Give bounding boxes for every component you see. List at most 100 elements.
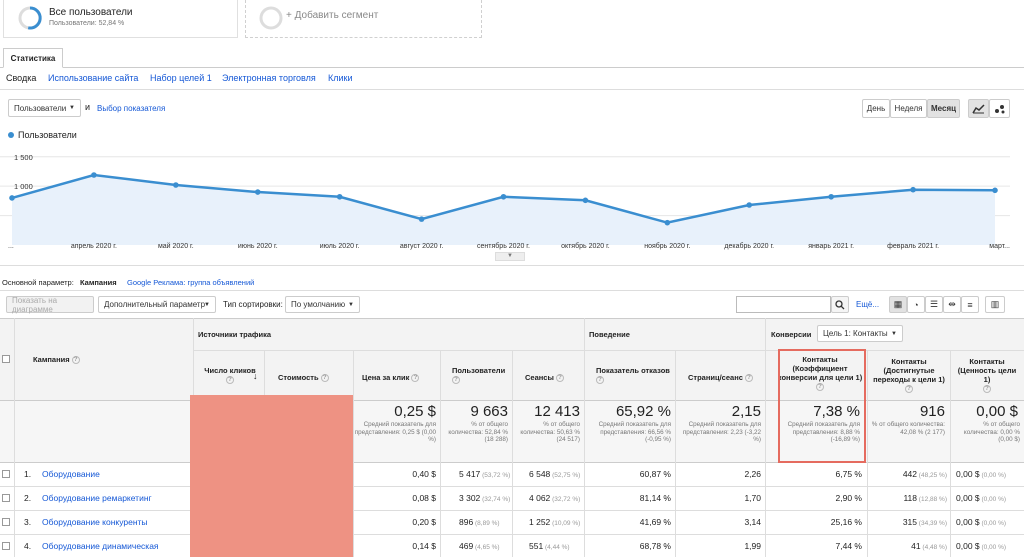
campaign-link[interactable]: Оборудование конкуренты (42, 517, 148, 527)
data-point[interactable] (910, 186, 916, 193)
subtab-goal-set[interactable]: Набор целей 1 (150, 73, 212, 83)
line-chart-button[interactable] (968, 99, 989, 118)
pie-view-button[interactable]: ◔ (907, 296, 925, 313)
campaign-link[interactable]: Оборудование динамическая (42, 541, 159, 551)
col-campaign[interactable]: Кампания ? (33, 355, 80, 365)
help-icon[interactable]: ? (983, 385, 991, 394)
term-cloud-button[interactable]: ≡ (961, 296, 979, 313)
chevron-down-icon: ▼ (204, 301, 210, 308)
col-cost[interactable]: Стоимость ? (278, 373, 329, 383)
show-on-chart-button[interactable]: Показать на диаграмме (6, 296, 94, 314)
period-week-label: Неделя (894, 104, 923, 113)
col-cpc[interactable]: Цена за клик ? (362, 373, 420, 383)
secondary-dimension-label: Дополнительный параметр (104, 300, 206, 309)
total-users: 9 663 (470, 403, 508, 420)
campaign-link[interactable]: Оборудование (42, 469, 100, 479)
data-point[interactable] (418, 216, 425, 222)
table-search-input[interactable] (736, 296, 831, 313)
tab-statistics[interactable]: Статистика (3, 48, 63, 68)
data-point[interactable] (336, 193, 343, 200)
cell-goal-value: 0,00 $ (0,00 %) (956, 517, 1006, 527)
primary-dimension-alt[interactable]: Google Реклама: группа объявлений (127, 278, 255, 287)
col-conversion-rate[interactable]: Контакты (Коэффициент конверсии для цели… (777, 355, 863, 392)
cell-users-percent: (4,65 %) (473, 544, 500, 551)
cell-conversion-rate: 7,44 % (835, 541, 862, 551)
col-sessions[interactable]: Сеансы ? (525, 373, 564, 383)
cell-users-percent: (32,74 %) (480, 496, 511, 503)
col-cost-label: Стоимость (278, 373, 319, 382)
cell-pages: 2,26 (744, 469, 761, 479)
help-icon[interactable]: ? (555, 374, 564, 383)
data-point[interactable] (582, 197, 589, 204)
data-point[interactable] (9, 195, 15, 201)
col-users[interactable]: Пользователи? (452, 366, 505, 385)
col-pages[interactable]: Страниц/сеанс ? (688, 373, 753, 383)
help-icon[interactable]: ? (905, 385, 913, 394)
help-icon[interactable]: ? (596, 376, 604, 385)
goal-select[interactable]: Цель 1: Контакты ▼ (817, 325, 903, 342)
help-icon[interactable]: ? (226, 376, 234, 385)
col-clicks[interactable]: Число кликов? (198, 366, 262, 385)
col-bounce[interactable]: Показатель отказов? (596, 366, 670, 385)
cell-pages: 1,70 (744, 493, 761, 503)
col-campaign-label: Кампания (33, 355, 70, 364)
pie-icon: ◔ (913, 299, 919, 310)
chart-resize-handle[interactable]: ▼ (495, 252, 525, 261)
choose-metric-link[interactable]: Выбор показателя (97, 104, 166, 113)
more-link[interactable]: Ещё... (856, 300, 880, 309)
chart-legend: Пользователи (8, 130, 77, 140)
help-icon[interactable]: ? (71, 356, 80, 365)
help-icon[interactable]: ? (452, 376, 460, 385)
data-point[interactable] (746, 202, 753, 208)
help-icon[interactable]: ? (816, 383, 824, 392)
secondary-dimension-select[interactable]: Дополнительный параметр ▼ (98, 296, 216, 313)
sort-desc-icon[interactable]: ↓ (253, 371, 258, 381)
select-all-checkbox[interactable] (2, 355, 10, 363)
segment-all-users[interactable]: Все пользователи Пользователи: 52,84 % (3, 0, 238, 38)
period-day-button[interactable]: День (862, 99, 890, 118)
data-point[interactable] (992, 187, 998, 194)
data-point[interactable] (500, 193, 507, 200)
chevron-down-icon: ▼ (348, 301, 354, 308)
cell-goal-value-percent: (0,00 %) (979, 520, 1007, 527)
data-point[interactable] (254, 189, 261, 195)
help-icon[interactable]: ? (320, 374, 329, 383)
group-traffic: Источники трафика (198, 330, 271, 339)
pivot-view-button[interactable]: ▥ (985, 296, 1005, 313)
cell-sessions-percent: (4,44 %) (543, 544, 570, 551)
col-cpc-label: Цена за клик (362, 373, 410, 382)
subtab-site-usage[interactable]: Использование сайта (48, 73, 139, 83)
row-checkbox[interactable] (2, 542, 10, 550)
compare-view-button[interactable]: ⇹ (943, 296, 961, 313)
period-week-button[interactable]: Неделя (890, 99, 927, 118)
subtab-summary[interactable]: Сводка (6, 73, 37, 83)
data-point[interactable] (664, 219, 671, 226)
table-view-button[interactable]: ▦ (889, 296, 907, 313)
sort-select[interactable]: По умолчанию ▼ (285, 296, 360, 313)
data-point[interactable] (173, 182, 179, 188)
data-point[interactable] (91, 172, 97, 178)
period-month-button[interactable]: Месяц (927, 99, 960, 118)
col-goal-value[interactable]: Контакты (Ценность цели 1)? (954, 357, 1020, 394)
col-conversion-rate-label: Контакты (Коэффициент конверсии для цели… (777, 355, 863, 382)
x-tick-label: январь 2021 г. (808, 243, 855, 250)
search-button[interactable] (831, 296, 849, 313)
cell-sessions: 4 062 (32,72 %) (529, 493, 580, 503)
row-checkbox[interactable] (2, 494, 10, 502)
x-tick-label: ноябрь 2020 г. (644, 243, 691, 250)
row-checkbox[interactable] (2, 518, 10, 526)
add-segment[interactable]: + Добавить сегмент (245, 0, 482, 38)
subtab-clicks[interactable]: Клики (328, 73, 353, 83)
bar-view-button[interactable]: ☰ (925, 296, 943, 313)
scatter-chart-button[interactable] (989, 99, 1010, 118)
subtab-ecommerce[interactable]: Электронная торговля (222, 73, 316, 83)
row-checkbox[interactable] (2, 470, 10, 478)
metric-select[interactable]: Пользователи ▼ (8, 99, 81, 117)
help-icon[interactable]: ? (411, 374, 420, 383)
total-goal-completions: 916 (919, 403, 945, 420)
col-goal-completions[interactable]: Контакты (Достигнутые переходы к цели 1)… (871, 357, 947, 394)
campaign-link[interactable]: Оборудование ремаркетинг (42, 493, 152, 503)
help-icon[interactable]: ? (745, 374, 753, 383)
data-point[interactable] (828, 193, 834, 200)
cell-goals: 41 (4,48 %) (867, 541, 947, 551)
